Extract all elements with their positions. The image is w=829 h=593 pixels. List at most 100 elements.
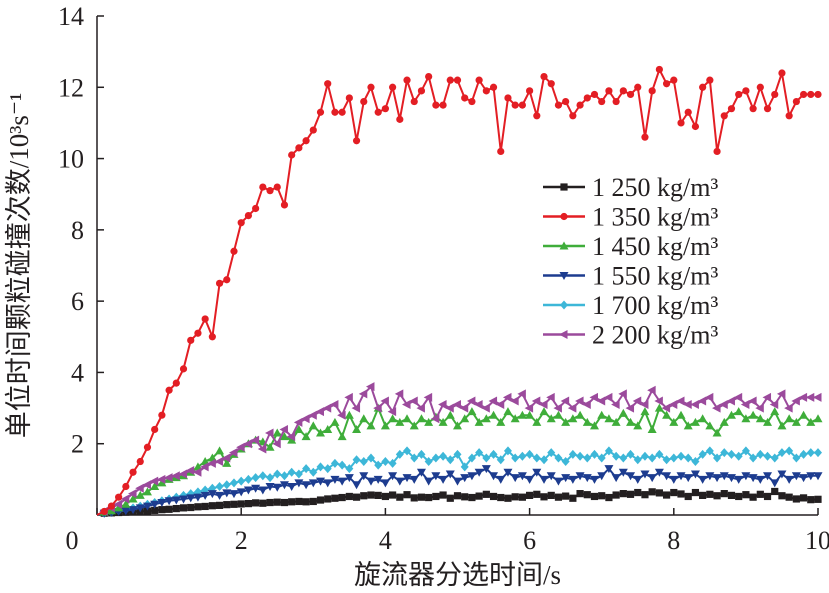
data-point xyxy=(402,400,411,410)
data-point xyxy=(287,482,297,491)
x-tick-label: 4 xyxy=(379,526,392,555)
data-point xyxy=(308,421,318,430)
data-point xyxy=(553,403,562,413)
data-point xyxy=(517,389,526,399)
data-point xyxy=(641,133,649,141)
data-point xyxy=(618,389,627,399)
data-point xyxy=(683,421,693,430)
legend: 1 250 kg/m³1 350 kg/m³1 450 kg/m³1 550 k… xyxy=(543,173,718,350)
data-point xyxy=(359,414,369,423)
y-tick-label: 10 xyxy=(58,145,84,174)
data-point xyxy=(791,472,801,481)
data-point xyxy=(352,455,361,465)
data-point xyxy=(662,472,672,481)
data-point xyxy=(677,490,685,498)
data-point xyxy=(222,480,231,490)
data-point xyxy=(778,492,786,500)
data-point xyxy=(129,468,137,476)
data-point xyxy=(655,449,664,459)
data-point xyxy=(713,147,721,156)
data-point xyxy=(763,451,772,461)
data-point xyxy=(784,403,793,413)
data-point xyxy=(575,410,585,419)
data-point xyxy=(742,491,750,499)
data-point xyxy=(691,122,700,131)
data-point xyxy=(562,492,570,500)
data-point xyxy=(755,475,765,484)
data-point xyxy=(302,464,311,474)
data-point xyxy=(366,421,376,430)
data-point xyxy=(756,490,764,498)
data-point xyxy=(748,410,758,419)
data-point xyxy=(338,493,346,502)
data-point xyxy=(460,474,470,483)
data-point xyxy=(568,414,578,423)
data-point xyxy=(164,473,173,483)
data-point xyxy=(605,493,613,502)
data-point xyxy=(475,76,483,84)
data-point xyxy=(755,414,765,423)
data-point xyxy=(243,486,253,495)
data-point xyxy=(165,505,173,513)
data-point xyxy=(367,83,375,91)
data-point xyxy=(596,396,606,406)
data-point xyxy=(143,507,152,515)
data-point xyxy=(416,414,426,423)
data-point xyxy=(713,492,721,500)
data-point xyxy=(439,101,447,109)
legend-item: 1 450 kg/m³ xyxy=(543,232,718,261)
data-point xyxy=(410,453,419,463)
data-point xyxy=(547,448,556,458)
data-point xyxy=(589,392,598,402)
data-point xyxy=(257,444,267,454)
data-point xyxy=(647,424,657,433)
data-point xyxy=(395,417,405,426)
data-point xyxy=(272,483,282,492)
data-point xyxy=(272,439,281,449)
data-point xyxy=(302,498,310,506)
data-point xyxy=(424,417,434,426)
data-point xyxy=(423,392,433,402)
data-point xyxy=(396,115,404,123)
data-point xyxy=(388,414,398,423)
data-point xyxy=(424,457,433,467)
data-point xyxy=(690,470,700,479)
data-point xyxy=(251,473,260,483)
data-point xyxy=(662,455,671,465)
data-point xyxy=(597,410,607,419)
data-point xyxy=(525,410,535,419)
data-point xyxy=(344,410,354,419)
data-point xyxy=(417,493,426,501)
data-point xyxy=(380,396,389,406)
data-point xyxy=(518,451,527,461)
data-point xyxy=(626,417,636,426)
data-point xyxy=(461,493,469,501)
data-point xyxy=(771,487,779,496)
data-point xyxy=(769,400,779,410)
legend-label: 1 250 kg/m³ xyxy=(592,173,718,202)
data-point xyxy=(215,279,224,287)
data-point xyxy=(301,432,311,441)
data-point xyxy=(526,491,534,499)
data-point xyxy=(121,499,131,508)
data-point xyxy=(409,396,418,406)
data-point xyxy=(287,435,297,444)
data-point xyxy=(344,474,354,483)
data-point xyxy=(502,392,512,402)
data-point xyxy=(562,97,570,106)
data-point xyxy=(200,462,209,472)
data-point xyxy=(460,462,469,472)
data-point xyxy=(640,451,649,461)
data-point xyxy=(741,414,751,423)
data-point xyxy=(438,475,448,484)
data-point xyxy=(460,414,470,423)
data-point xyxy=(165,386,173,394)
data-point xyxy=(553,410,563,419)
data-point xyxy=(583,94,591,102)
data-point xyxy=(518,101,526,109)
data-point xyxy=(329,400,339,410)
data-point xyxy=(481,403,490,413)
data-point xyxy=(113,499,123,509)
data-point xyxy=(604,465,614,474)
y-ticks: 2 4 6 8 10 12 14 xyxy=(58,2,104,516)
